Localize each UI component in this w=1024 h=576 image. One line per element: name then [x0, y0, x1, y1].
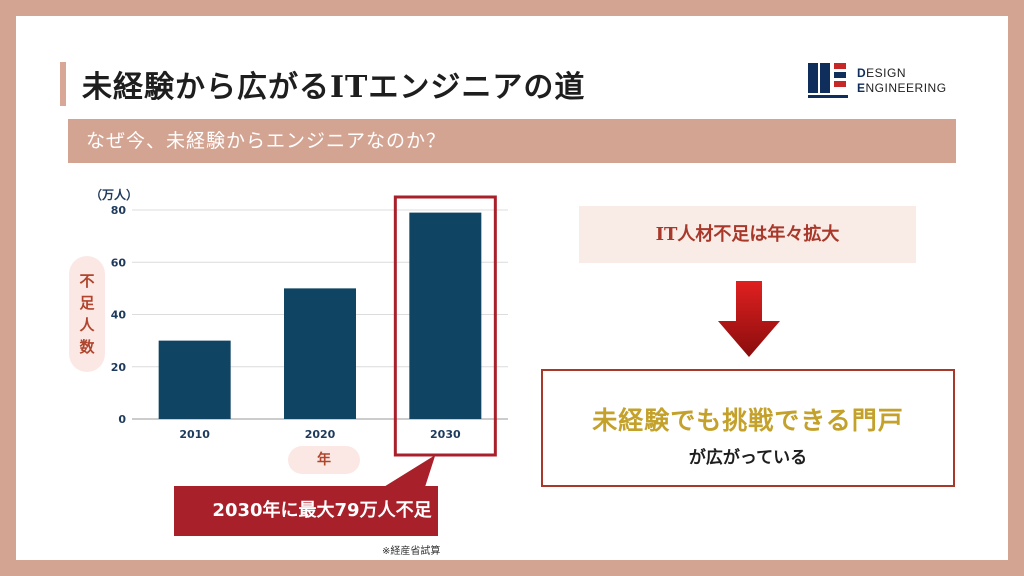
bar-2010 [158, 340, 231, 419]
highlight-frame [393, 195, 497, 457]
y-tick-label: 20 [111, 361, 127, 374]
slide-title: 未経験から広がるITエンジニアの道 [82, 70, 586, 105]
y-tick-label: 0 [118, 413, 126, 426]
y-tick-label: 40 [111, 309, 127, 322]
design-engineering-logo [808, 63, 848, 98]
opportunity-box: 未経験でも挑戦できる門戸 が広がっている [541, 369, 955, 487]
y-axis-label-char: 足 [79, 294, 95, 312]
logo-text: DESIGN ENGINEERING [857, 66, 947, 95]
y-axis-label-char: 人 [79, 316, 95, 334]
bar-2030 [409, 212, 482, 419]
y-axis-label: 不足人数 [69, 256, 105, 372]
callout-text: 2030年に最大79万人不足 [212, 500, 432, 521]
x-tick-label: 2030 [430, 428, 461, 441]
x-tick-label: 2010 [179, 428, 210, 441]
trend-box: IT人材不足は年々拡大 [579, 206, 916, 263]
x-axis-label: 年 [288, 446, 360, 474]
y-tick-label: 60 [111, 256, 127, 269]
y-axis-label-char: 不 [79, 272, 95, 290]
bar-chart: 0 20 40 60 80 2010 2020 2030 [111, 195, 508, 536]
x-tick-label: 2020 [305, 428, 336, 441]
title-accent-bar [60, 62, 66, 106]
bar-2020 [284, 288, 356, 419]
subtitle-band: なぜ今、未経験からエンジニアなのか？ [68, 119, 956, 163]
opportunity-main-text: 未経験でも挑戦できる門戸 [592, 406, 904, 435]
down-arrow-icon [718, 281, 780, 357]
slide: 未経験から広がるITエンジニアの道 DESIGN ENGINEERING なぜ今… [16, 16, 1008, 560]
source-note: ※経産省試算 [382, 546, 441, 557]
y-axis-unit: （万人） [90, 188, 139, 202]
opportunity-sub-text: が広がっている [688, 448, 808, 468]
y-tick-label: 80 [111, 204, 127, 217]
y-axis-label-char: 数 [79, 338, 95, 356]
callout-box [174, 455, 438, 536]
